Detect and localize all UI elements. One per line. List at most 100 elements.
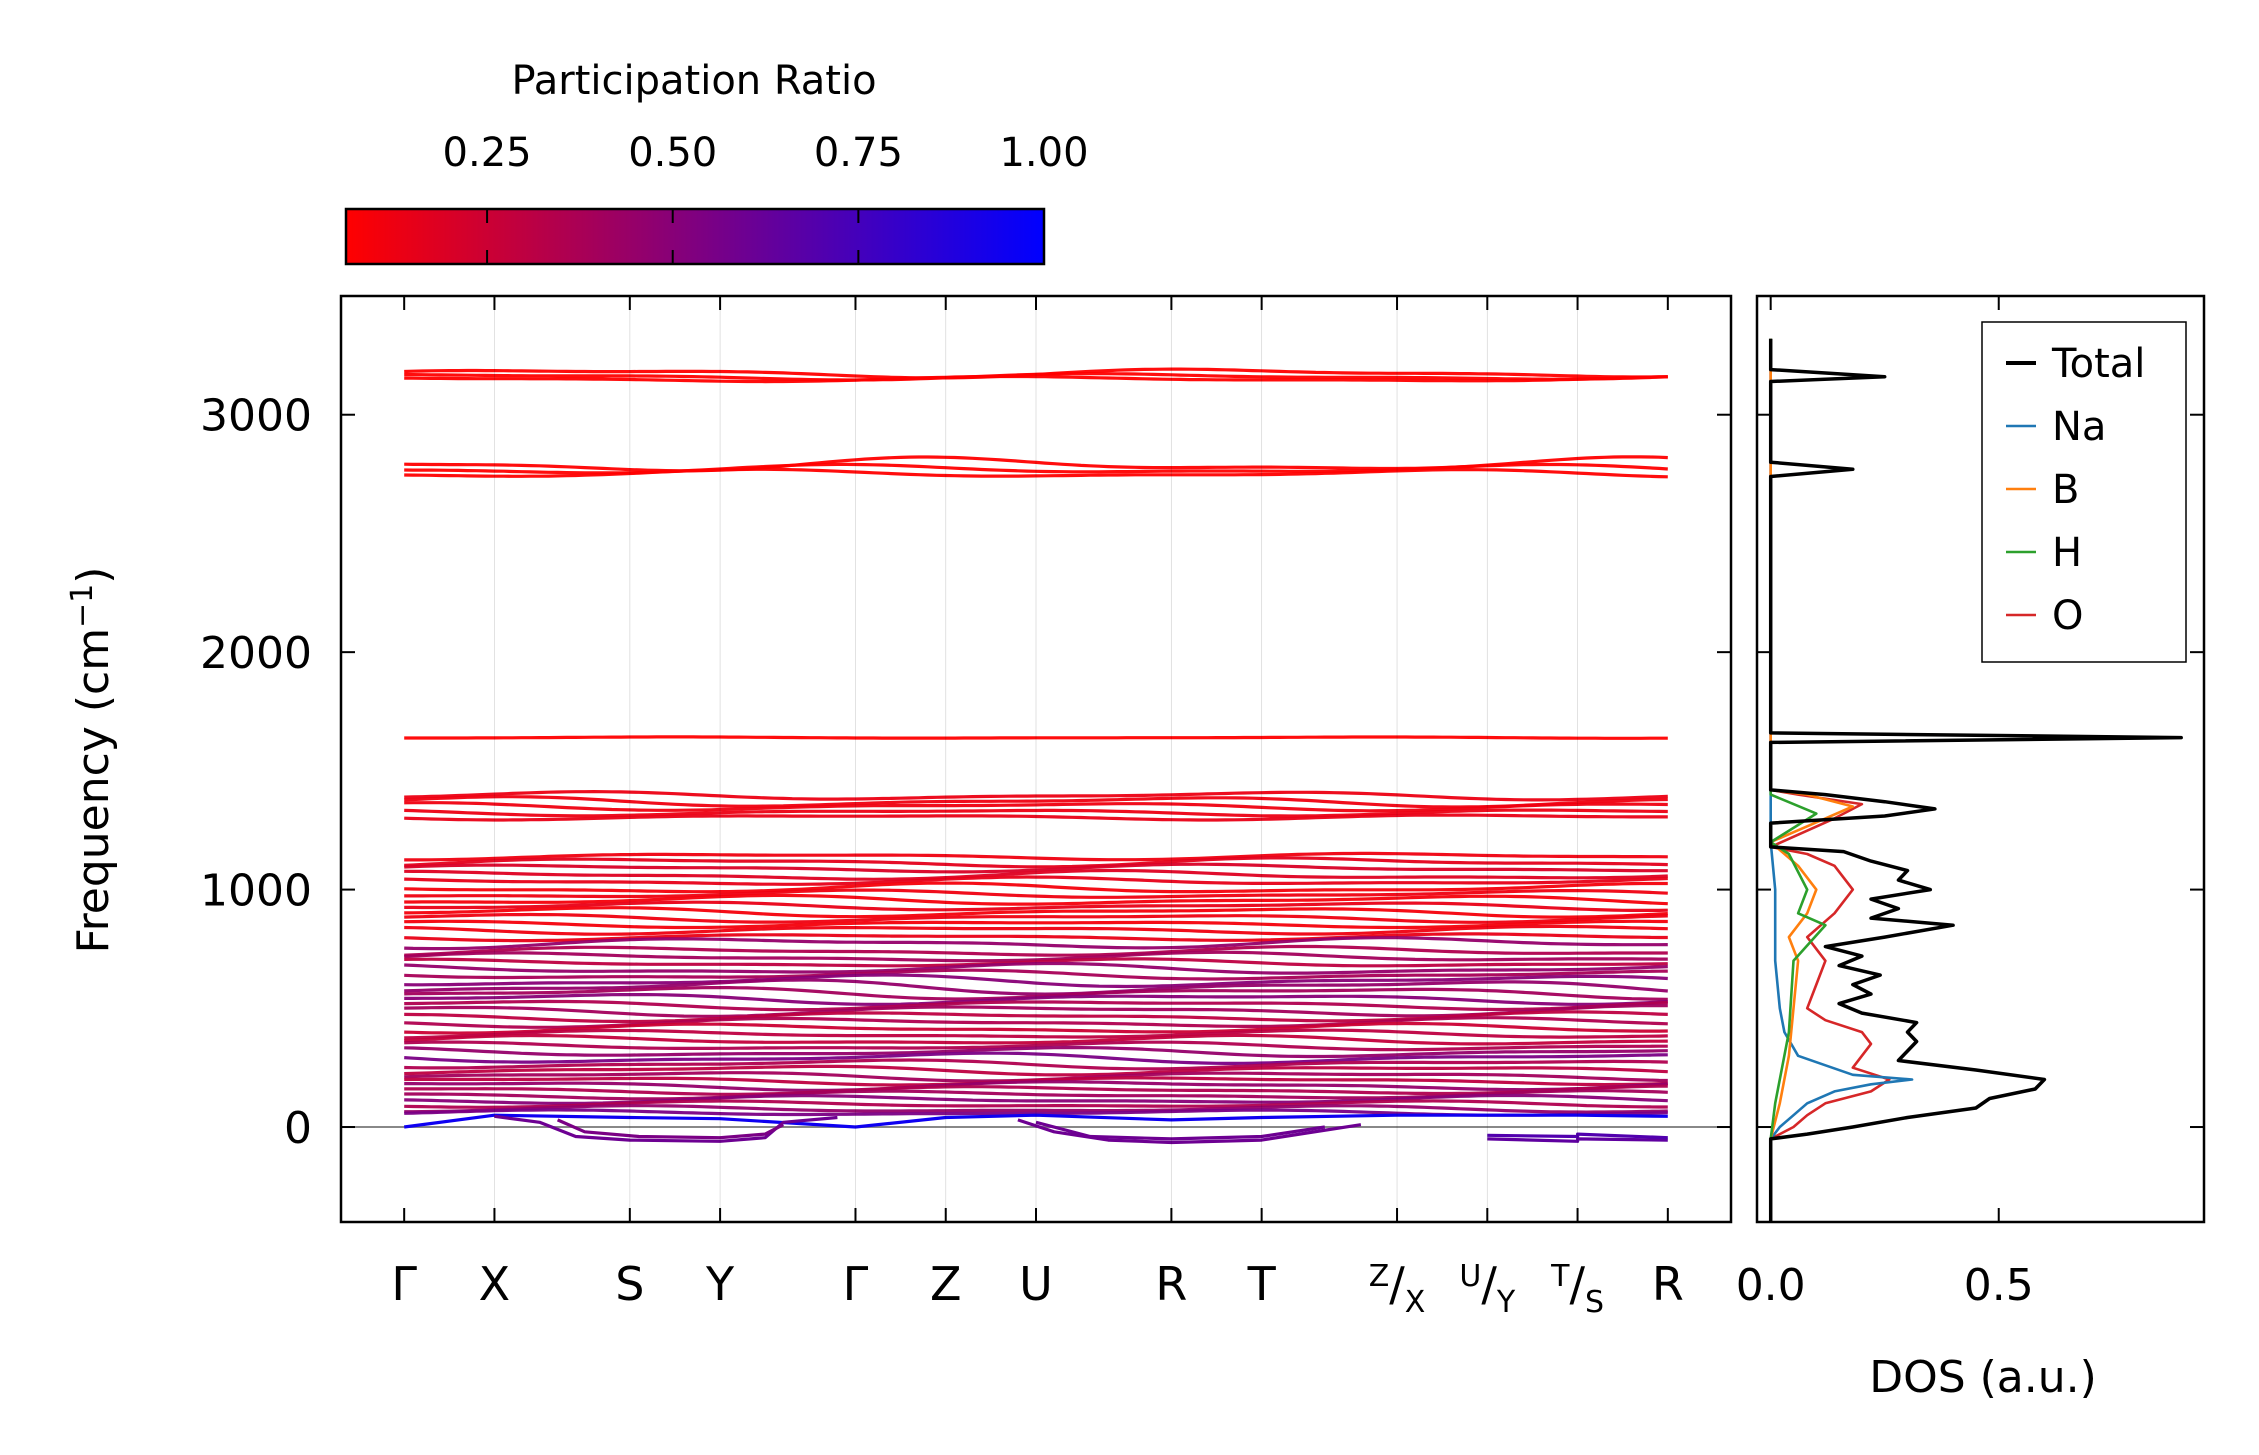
- tick-label-slash: /: [1481, 1257, 1497, 1311]
- phonon-band: [404, 924, 1668, 936]
- tick-label-sub: Y: [1496, 1285, 1516, 1320]
- phonon-band: [404, 1045, 1668, 1059]
- phonon-band: [404, 1099, 1668, 1109]
- band-x-tick-label: Γ: [843, 1257, 869, 1311]
- tick-label-sub: S: [1585, 1285, 1604, 1320]
- phonon-band: [404, 992, 1668, 1007]
- phonon-branch-soft-3: [1017, 1118, 1362, 1145]
- legend-label-b: B: [2052, 467, 2079, 513]
- legend-label-h: H: [2052, 530, 2082, 576]
- legend-label-total: Total: [2051, 341, 2145, 387]
- phonon-band: [404, 801, 1668, 813]
- tick-label-sup: U: [1459, 1259, 1481, 1294]
- ylabel-superscript: −1: [65, 584, 100, 628]
- tick-label-sup: Z: [1369, 1259, 1390, 1294]
- phonon-band: [404, 1064, 1668, 1077]
- colorbar-tick-label: 1.00: [999, 130, 1088, 176]
- tick-label-slash: /: [1389, 1257, 1405, 1311]
- phonon-band: [404, 919, 1668, 930]
- phonon-band: [404, 957, 1668, 968]
- phonon-branch-soft-4: [1035, 1120, 1326, 1141]
- dos-panel: 0.0 0.5 DOS (a.u.) Total Na BHO: [1736, 294, 2206, 1403]
- band-y-tick-label: 1000: [200, 866, 312, 917]
- phonon-band: [404, 973, 1668, 989]
- phonon-branch-soft-6: [1487, 1132, 1668, 1140]
- band-x-ticks: Γ X S Y Γ Z U R T Z/XU/YT/S R: [391, 296, 1684, 1320]
- phonon-band: [404, 999, 1668, 1012]
- phonon-band: [404, 735, 1668, 740]
- band-x-tick-label: T: [1247, 1257, 1277, 1311]
- dos-ticks: 0.0 0.5: [1736, 296, 2204, 1311]
- colorbar-tick-label: 0.75: [814, 130, 903, 176]
- tick-label-sub: X: [1405, 1285, 1426, 1320]
- dos-plot-frame: [1755, 294, 2206, 1224]
- band-y-tick-label: 2000: [200, 628, 312, 679]
- band-x-tick-label: Y: [705, 1257, 735, 1311]
- legend-label-o: O: [2052, 593, 2083, 639]
- phonon-band: [404, 1028, 1668, 1040]
- phonon-branch-acoustic-1: [403, 1113, 1668, 1129]
- colorbar-gradient: [344, 207, 1046, 266]
- phonon-branch-soft-5: [1487, 1137, 1668, 1143]
- phonon-band: [404, 372, 1668, 382]
- phonon-branch-soft-2: [556, 1118, 785, 1140]
- phonon-band: [404, 1033, 1668, 1046]
- phonon-band: [404, 912, 1668, 924]
- phonon-band: [404, 968, 1668, 981]
- colorbar-tick-labels: 0.25 0.50 0.75 1.00: [443, 130, 1089, 176]
- phonon-band: [404, 1021, 1668, 1035]
- phonon-band: [404, 1040, 1668, 1052]
- band-x-tick-label: Γ: [391, 1257, 417, 1311]
- phonon-band: [404, 961, 1668, 975]
- dos-series-b: [1769, 338, 1855, 1222]
- colorbar-ticks: [486, 209, 860, 264]
- band-y-tick-label: 0: [284, 1103, 312, 1154]
- band-x-tick-label: U/Y: [1459, 1257, 1515, 1320]
- band-y-ticks: 0 1000 2000 3000: [200, 391, 1731, 1154]
- phonon-band: [404, 789, 1668, 802]
- band-x-tick-label: T/S: [1550, 1257, 1604, 1320]
- phonon-band: [404, 868, 1668, 881]
- dos-x-axis-label: DOS (a.u.): [1869, 1352, 2097, 1403]
- band-lines: [341, 367, 1731, 1145]
- phonon-band: [404, 851, 1668, 862]
- phonon-band: [404, 1051, 1668, 1066]
- phonon-band: [404, 1080, 1668, 1093]
- dos-x-tick-label: 0.0: [1736, 1260, 1806, 1311]
- legend-frame: [1981, 321, 2187, 663]
- phonon-band: [404, 944, 1668, 957]
- dos-series-total: [1768, 338, 2183, 1222]
- colorbar-tick-label: 0.25: [443, 130, 532, 176]
- phonon-band: [404, 906, 1668, 919]
- ylabel-main: Frequency (cm: [68, 628, 119, 954]
- band-x-tick-label: X: [479, 1257, 511, 1311]
- band-x-tick-label: R: [1155, 1257, 1187, 1311]
- phonon-band: [404, 875, 1668, 886]
- phonon-band: [404, 856, 1668, 869]
- phonon-band: [404, 467, 1668, 479]
- phonon-band: [404, 1084, 1668, 1096]
- phonon-band: [404, 862, 1668, 874]
- legend-label-na: Na: [2052, 404, 2106, 450]
- y-axis-label: Frequency (cm−1): [65, 567, 119, 954]
- tick-label-slash: /: [1569, 1257, 1585, 1311]
- phonon-band: [404, 1010, 1668, 1024]
- phonon-band: [404, 950, 1668, 963]
- dos-series-o: [1769, 338, 1891, 1222]
- phonon-band: [404, 1104, 1668, 1114]
- band-x-tick-label: S: [615, 1257, 644, 1311]
- dos-lines: [1768, 338, 2183, 1222]
- band-y-tick-label: 3000: [200, 391, 312, 442]
- phonon-band: [404, 893, 1668, 906]
- band-x-tick-label: Z/X: [1369, 1257, 1426, 1320]
- band-x-tick-label: R: [1652, 1257, 1684, 1311]
- band-x-tick-label: Z: [930, 1257, 962, 1311]
- phonon-band: [404, 932, 1668, 943]
- phonon-band: [404, 795, 1668, 809]
- dos-x-tick-label: 0.5: [1964, 1260, 2034, 1311]
- phonon-band: [404, 936, 1668, 951]
- phonon-band: [404, 978, 1668, 996]
- band-x-tick-label: U: [1019, 1257, 1053, 1311]
